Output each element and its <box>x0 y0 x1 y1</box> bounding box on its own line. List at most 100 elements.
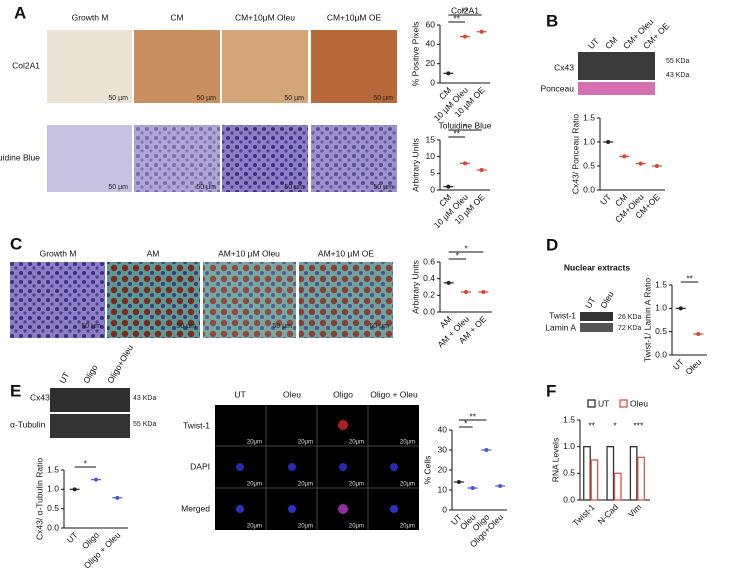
y-axis-label: RNA Levels <box>550 438 560 482</box>
scale-bar: 50 µm <box>272 323 292 330</box>
column-header: AM+10 µM OE <box>318 248 374 258</box>
significance-label: *** <box>633 420 644 430</box>
blot-title: Nuclear extracts <box>564 262 630 272</box>
scale-bar: 50 µm <box>176 323 196 330</box>
y-tick-label: 1.0 <box>583 136 595 146</box>
y-tick-label: 5 <box>430 168 435 178</box>
data-point <box>678 306 683 311</box>
panel-e-images <box>215 405 419 530</box>
significance-label: * <box>456 250 460 260</box>
legend-swatch <box>619 399 628 408</box>
y-tick-label: 1.5 <box>563 414 575 424</box>
scale-bar: 20μm <box>349 482 364 488</box>
y-tick-label: 0.5 <box>47 503 59 513</box>
marker: 43 KDa <box>666 72 689 79</box>
column-header: Growth M <box>40 248 77 258</box>
column-header: CM+10μM Oleu <box>235 12 295 22</box>
panel-label: E <box>10 381 21 400</box>
scale-bar: 50 µm <box>196 184 216 191</box>
significance-label: ** <box>469 411 476 421</box>
scale-bar: 50 µm <box>373 95 393 102</box>
scale-bar: 50 µm <box>81 323 101 330</box>
data-point <box>470 486 475 490</box>
data-point <box>72 487 77 492</box>
y-tick-label: 0.5 <box>563 468 575 478</box>
y-tick-label: 0.0 <box>583 184 595 194</box>
x-tick-label: Twist-1 <box>571 502 597 528</box>
y-tick-label: 0.4 <box>423 273 435 283</box>
column-header: UT <box>586 36 601 51</box>
column-header: CM <box>603 35 619 51</box>
row-label: Cx43 <box>554 62 574 72</box>
y-tick-label: 1.5 <box>655 279 667 289</box>
scale-bar: 20μm <box>400 440 415 446</box>
row-label: DAPI <box>190 461 210 471</box>
y-tick-label: 15 <box>426 134 436 144</box>
data-point <box>479 29 484 34</box>
panel-label: A <box>14 3 26 22</box>
x-tick-label: UT <box>65 530 80 545</box>
y-tick-label: 0.0 <box>423 306 435 316</box>
y-tick-label: 30 <box>438 444 448 454</box>
panel-label: F <box>546 381 556 400</box>
significance-label: * <box>464 418 468 428</box>
data-point <box>654 164 659 168</box>
scale-bar: 50 µm <box>369 323 389 330</box>
scale-bar: 50 µm <box>373 184 393 191</box>
y-tick-label: 1.5 <box>47 464 59 474</box>
marker: 55 KDa <box>133 421 156 428</box>
significance-label: * <box>84 458 88 468</box>
data-point <box>456 480 461 484</box>
legend-swatch <box>587 399 596 408</box>
scale-bar: 20μm <box>298 482 313 488</box>
significance-label: * <box>613 420 617 430</box>
data-point <box>622 154 627 159</box>
data-point <box>463 161 467 166</box>
bar <box>583 446 591 501</box>
bar <box>590 459 599 501</box>
y-tick-label: 10 <box>426 151 436 161</box>
scale-bar: 20μm <box>400 524 415 530</box>
y-tick-label: 1.0 <box>563 441 575 451</box>
y-tick-label: 40 <box>438 424 448 434</box>
data-point <box>446 280 451 285</box>
column-header: CM <box>170 12 183 22</box>
y-axis-label: Cx43/ α-Tubulin Ratio <box>34 458 44 540</box>
bar <box>606 446 615 501</box>
column-header: Oligo <box>333 389 353 399</box>
y-axis-label: % Cells <box>422 456 432 485</box>
data-point <box>638 161 643 166</box>
significance-label: * <box>464 243 468 253</box>
y-axis-label: Twist-1/ Lamin A Ratio <box>642 278 652 362</box>
scale-bar: 20μm <box>247 524 262 530</box>
column-header: Oligo <box>81 363 100 385</box>
y-tick-label: 0.2 <box>423 290 435 300</box>
row-label: Merged <box>181 503 210 513</box>
y-tick-label: 0.6 <box>423 256 435 266</box>
row-label: Twist-1 <box>183 420 210 430</box>
row-label: Toluidine Blue <box>0 152 40 162</box>
data-point <box>696 332 701 336</box>
y-tick-label: 10 <box>438 484 448 494</box>
data-point <box>481 290 486 294</box>
data-point <box>484 448 489 452</box>
row-label: α-Tubulin <box>10 419 46 429</box>
y-tick-label: 0 <box>442 504 447 514</box>
scale-bar: 20μm <box>298 440 313 446</box>
data-point <box>94 477 98 482</box>
row-label: Lamin A <box>545 322 576 332</box>
data-point <box>115 495 120 500</box>
y-axis-label: Arbitrary Units <box>410 260 420 314</box>
column-header: Oligo+Oleu <box>105 343 135 385</box>
y-tick-label: 0.0 <box>47 522 59 532</box>
column-header: AM+10 µM Oleu <box>218 248 280 258</box>
y-tick-label: 1.0 <box>655 303 667 313</box>
data-point <box>446 184 451 189</box>
marker: 43 KDa <box>133 395 156 402</box>
panel-a-images <box>47 30 397 192</box>
significance-label: * <box>463 121 467 131</box>
y-tick-label: 0.0 <box>655 349 667 359</box>
scale-bar: 20μm <box>298 524 313 530</box>
y-tick-label: 0.0 <box>563 494 575 504</box>
scale-bar: 20μm <box>400 482 415 488</box>
